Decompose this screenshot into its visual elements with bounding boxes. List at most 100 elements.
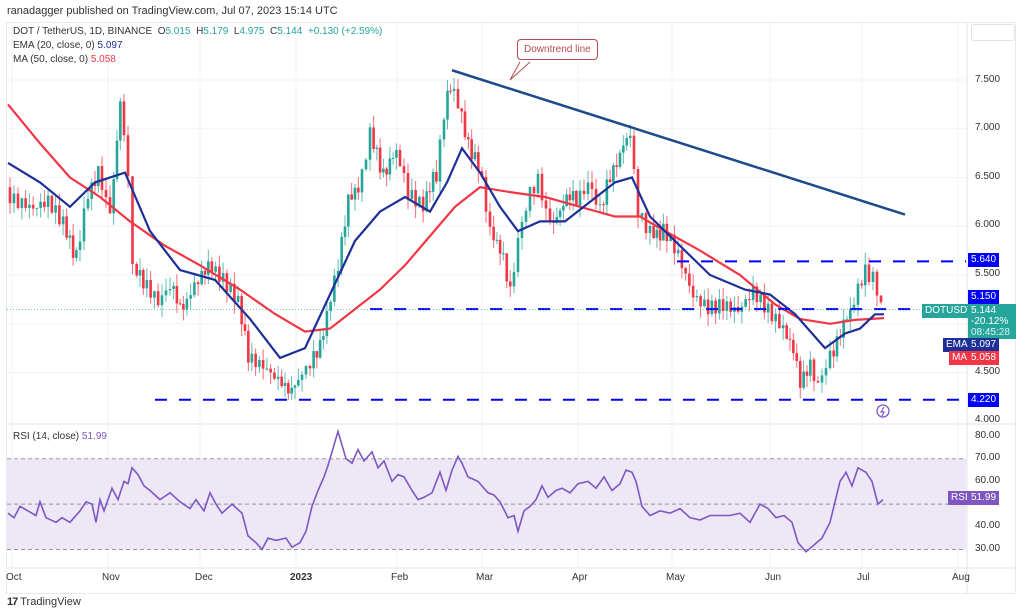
- candle-body: [156, 291, 160, 306]
- candle-body: [261, 360, 265, 369]
- rsi-axis-tag: RSI: [948, 491, 971, 505]
- candle-body: [221, 273, 225, 282]
- candle-body: [824, 368, 828, 376]
- candle-body: [788, 338, 792, 340]
- candle-body: [648, 225, 652, 234]
- candle-body: [488, 211, 492, 227]
- candle-body: [680, 249, 684, 269]
- candle-body: [452, 88, 456, 92]
- candle-body: [425, 191, 428, 212]
- candle-body: [58, 205, 61, 225]
- level-badge-5150: 5.150: [968, 290, 1000, 304]
- rsi-line: [7, 428, 884, 553]
- candle-body: [385, 168, 388, 175]
- candle-body: [856, 283, 860, 305]
- candle-body: [308, 365, 312, 369]
- candle-body: [333, 275, 336, 302]
- candle-body: [571, 190, 575, 201]
- candle-body: [258, 360, 261, 367]
- candle-body: [364, 159, 368, 170]
- time-label: Apr: [572, 572, 588, 583]
- chart-settings-box[interactable]: [971, 24, 1015, 41]
- candle-body: [605, 179, 609, 205]
- candle-body: [860, 283, 864, 286]
- change-value: +0.130 (+2.59%): [307, 26, 383, 37]
- candle-body: [39, 201, 42, 208]
- candle-body: [820, 375, 824, 383]
- candle-body: [20, 198, 24, 208]
- candle-body: [119, 101, 122, 141]
- candle-body: [763, 294, 766, 313]
- candle-body: [210, 261, 214, 272]
- time-label: May: [666, 572, 685, 583]
- candle-body: [293, 385, 297, 388]
- candle-body: [640, 213, 644, 217]
- candle-body: [729, 301, 732, 312]
- ema-value: 5.097: [97, 40, 123, 51]
- candle-body: [304, 365, 308, 375]
- price-tick: 4.000: [975, 414, 1001, 422]
- candle-body: [336, 270, 340, 276]
- candle-body: [832, 350, 835, 357]
- callout-pointer: [509, 61, 531, 81]
- candle-body: [759, 294, 762, 303]
- candle-body: [805, 371, 809, 376]
- candle-body: [714, 300, 717, 314]
- candle-body: [71, 235, 75, 258]
- candle-body: [492, 226, 495, 241]
- candle-body: [368, 127, 372, 160]
- time-label: Jun: [765, 572, 782, 583]
- candle-body: [254, 353, 257, 367]
- candle-body: [568, 194, 572, 201]
- candle-body: [703, 299, 706, 307]
- candle-body: [418, 196, 421, 207]
- ma-value: 5.058: [90, 54, 116, 65]
- candle-body: [718, 299, 721, 314]
- candle-body: [652, 225, 655, 238]
- lightning-event-icon[interactable]: [876, 404, 890, 418]
- candle-body: [770, 303, 774, 322]
- candle-body: [160, 295, 164, 306]
- candle-body: [247, 330, 250, 363]
- rsi-legend[interactable]: RSI (14, close) 51.99: [13, 431, 107, 442]
- candle-body: [442, 119, 446, 140]
- rsi-tick: 80.00: [975, 430, 1001, 441]
- candle-body: [744, 299, 747, 307]
- ma-axis-tag: MA: [949, 351, 970, 365]
- candle-body: [86, 198, 90, 209]
- candle-body: [378, 147, 382, 173]
- downtrend-annotation[interactable]: Downtrend line: [517, 39, 598, 60]
- candle-body: [463, 111, 467, 138]
- candle-body: [684, 268, 687, 274]
- candle-body: [193, 282, 196, 296]
- candle-body: [31, 204, 35, 209]
- candle-body: [375, 147, 379, 149]
- rsi-tick: 30.00: [975, 543, 1001, 554]
- candle-body: [835, 336, 839, 357]
- candle-body: [347, 194, 350, 227]
- candle-body: [706, 299, 710, 315]
- candle-body: [229, 283, 232, 292]
- candle-body: [710, 300, 714, 315]
- candle-body: [24, 198, 27, 208]
- candle-body: [449, 90, 452, 92]
- candle-body: [470, 139, 473, 160]
- tradingview-logo[interactable]: 17 TradingView: [7, 596, 81, 608]
- candle-body: [97, 166, 100, 187]
- candle-body: [524, 210, 528, 222]
- candle-body: [172, 285, 175, 289]
- candle-body: [388, 158, 392, 175]
- ma-legend[interactable]: MA (50, close, 0) 5.058: [13, 54, 116, 65]
- candle-body: [145, 280, 149, 289]
- time-label: Dec: [195, 572, 213, 583]
- candle-body: [618, 152, 622, 167]
- candle-body: [625, 138, 629, 146]
- candle-body: [575, 190, 578, 206]
- candle-body: [725, 301, 729, 311]
- ema-legend[interactable]: EMA (20, close, 0) 5.097: [13, 40, 123, 51]
- candle-body: [849, 308, 852, 320]
- symbol-tag: DOTUSDT: [922, 304, 977, 318]
- candle-body: [456, 88, 460, 109]
- candle-body: [845, 319, 849, 321]
